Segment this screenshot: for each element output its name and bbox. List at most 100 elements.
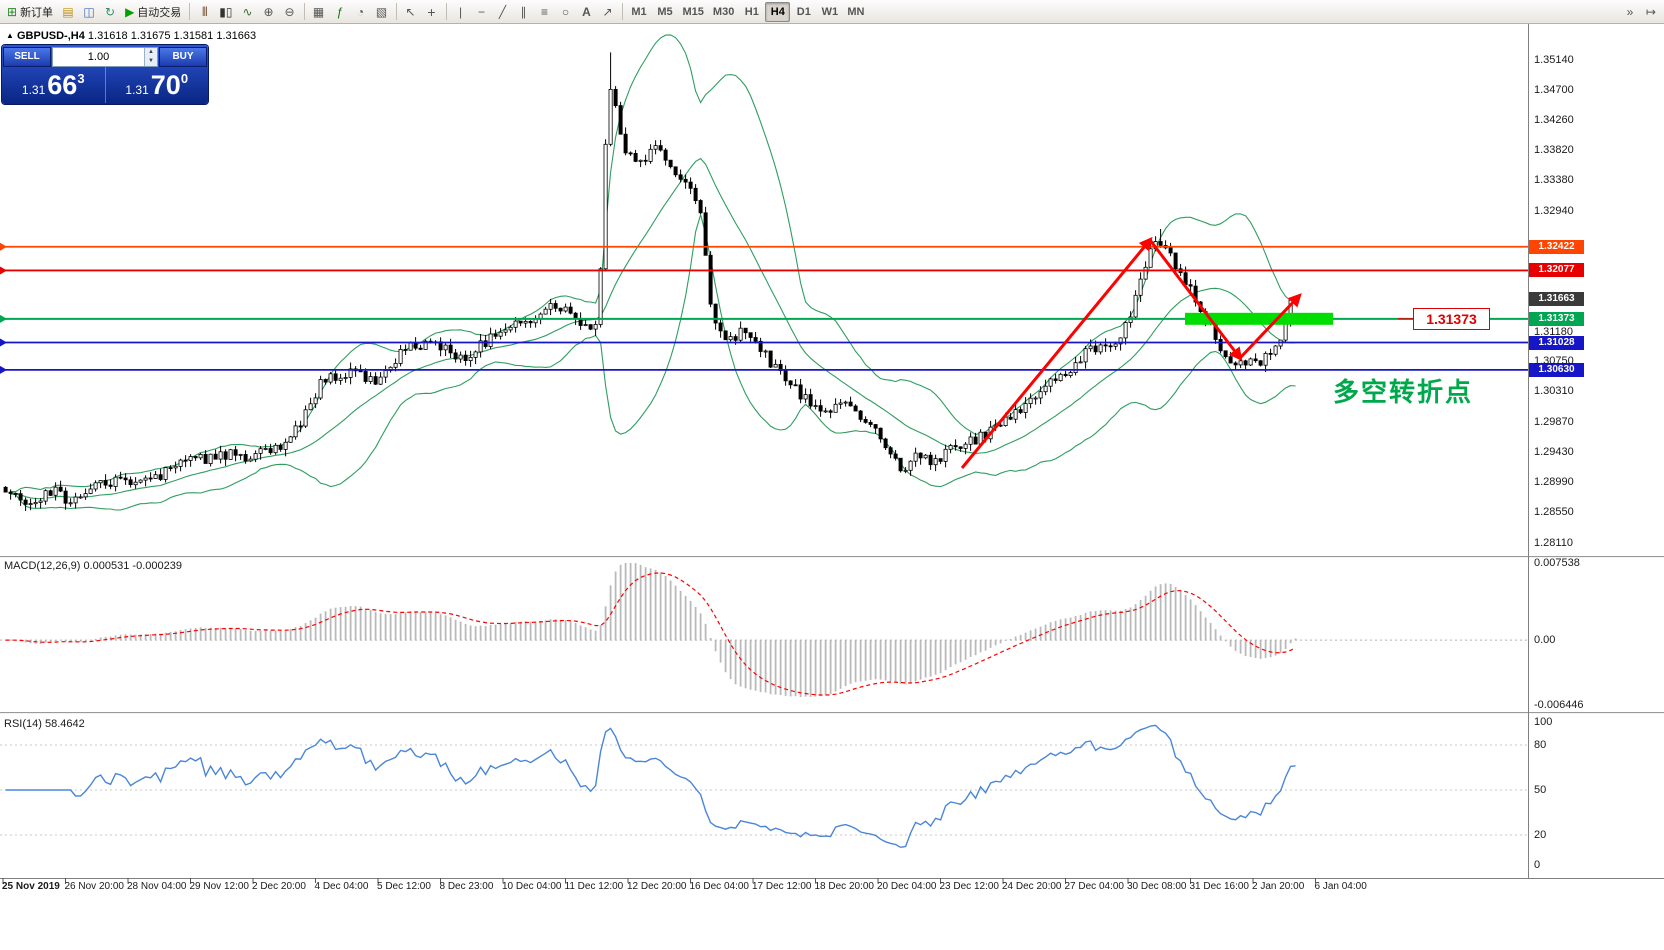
timeframe-MN[interactable]: MN (847, 5, 865, 18)
fibonacci-icon: ≡ (541, 4, 549, 19)
macd-title: MACD(12,26,9) 0.000531 -0.000239 (4, 560, 182, 572)
vertical-line-button[interactable]: | (451, 2, 471, 22)
new-order-button[interactable]: ⊞ 新订单 (3, 2, 57, 22)
lot-size-field[interactable]: 1.00 ▲ ▼ (52, 46, 158, 67)
timeframe-W1[interactable]: W1 (821, 5, 839, 18)
sell-button[interactable]: 1.31 66 3 (2, 67, 106, 103)
rsi-title: RSI(14) 58.4642 (4, 718, 85, 730)
timeframe-D1[interactable]: D1 (796, 5, 811, 18)
line-chart-icon: ∿ (242, 4, 253, 19)
timeframe-M15[interactable]: M15 (682, 5, 704, 18)
market-watch-icon: ▤ (62, 4, 74, 19)
sell-price-point: 3 (77, 71, 85, 86)
toolbar-separator (445, 3, 447, 20)
buy-price-prefix: 1.31 (125, 83, 149, 97)
cursor-button[interactable]: ↖ (401, 2, 421, 22)
candlestick-chart-button[interactable]: ▮▯ (215, 2, 236, 22)
main-chart-panel[interactable] (0, 34, 1528, 511)
channel-button[interactable]: ∥ (514, 2, 534, 22)
auto-trading-button[interactable]: ▶ 自动交易 (121, 2, 185, 22)
text-icon: A (582, 4, 591, 19)
data-window-button[interactable]: ◫ (79, 2, 99, 22)
buy-price-pips: 70 (150, 69, 181, 100)
text-button[interactable]: A (577, 2, 597, 22)
chart-shift-icon: ↦ (1645, 4, 1657, 19)
candlestick-series (3, 52, 1298, 511)
stepper-up-icon[interactable]: ▲ (145, 47, 157, 57)
shapes-button[interactable]: ○ (556, 2, 576, 22)
ohlc-values: 1.31618 1.31675 1.31581 1.31663 (87, 30, 257, 42)
buy-button[interactable]: 1.31 70 0 (106, 67, 209, 103)
buy-label: BUY (159, 46, 207, 67)
toolbar-separator (621, 3, 623, 20)
crosshair-icon: + (427, 3, 436, 20)
candlestick-chart-icon: ▮▯ (219, 4, 233, 19)
fibonacci-button[interactable]: ≡ (535, 2, 555, 22)
bollinger-upper-band (10, 34, 1296, 493)
market-watch-button[interactable]: ▤ (58, 2, 78, 22)
macd-signal-line (5, 572, 1296, 696)
toolbar-separator (303, 3, 305, 20)
trend-arrow[interactable] (1148, 239, 1243, 362)
line-left-marker-icon (0, 266, 7, 275)
timeframe-H4[interactable]: H4 (765, 1, 791, 22)
templates-button[interactable]: ▧ (372, 2, 392, 22)
line-left-marker-icon (0, 314, 7, 323)
sell-label: SELL (3, 46, 51, 67)
support-zone-rect[interactable] (1185, 312, 1333, 325)
horizontal-line-icon: − (478, 4, 486, 19)
trend-arrow[interactable] (960, 236, 1153, 469)
timeframe-M30[interactable]: M30 (712, 5, 735, 18)
cursor-icon: ↖ (405, 4, 416, 19)
bar-chart-button[interactable]: ||| (194, 2, 214, 22)
price-annotation-box[interactable]: 1.31373 (1413, 308, 1490, 330)
auto-trading-icon: ▶ (125, 4, 135, 19)
timeframe-M1[interactable]: M1 (631, 5, 647, 18)
bollinger-lower-band (10, 212, 1296, 511)
buy-price-point: 0 (180, 71, 189, 86)
zoom-in-button[interactable]: ⊕ (259, 2, 279, 22)
trendline-button[interactable]: ╱ (493, 2, 513, 22)
indicators-icon: ƒ (336, 4, 343, 19)
navigator-button[interactable]: ↻ (100, 2, 120, 22)
lot-size-stepper[interactable]: ▲ ▼ (144, 47, 157, 66)
data-window-icon: ◫ (83, 4, 95, 19)
turning-point-annotation[interactable]: 多空转折点 (1333, 377, 1474, 407)
periods-button[interactable]: ◔ (351, 2, 371, 22)
trendline-icon: ╱ (498, 4, 507, 19)
templates-icon: ▧ (375, 4, 388, 19)
channel-icon: ∥ (520, 4, 527, 19)
toolbar: ⊞ 新订单 ▤ ◫ ↻ ▶ 自动交易 ||| ▮▯ ∿ ⊕ ⊖ ▦ ƒ ◔ ▧ … (0, 0, 1664, 24)
symbol-marker-icon: ▲ (6, 31, 14, 40)
new-order-icon: ⊞ (7, 4, 18, 19)
zoom-out-button[interactable]: ⊖ (280, 2, 300, 22)
arrows-button[interactable]: ↗ (598, 2, 618, 22)
horizontal-line-button[interactable]: − (472, 2, 492, 22)
scroll-to-end-icon: » (1626, 4, 1634, 19)
chart-shift-button[interactable]: ↦ (1641, 2, 1661, 22)
scroll-to-end-button[interactable]: » (1620, 2, 1640, 22)
sell-price-prefix: 1.31 (21, 83, 46, 97)
line-left-marker-icon (0, 242, 7, 251)
shapes-icon: ○ (561, 4, 570, 19)
crosshair-button[interactable]: + (422, 2, 442, 22)
rsi-panel[interactable] (0, 724, 1528, 849)
bollinger-middle-band (10, 157, 1296, 500)
indicators-button[interactable]: ƒ (330, 2, 350, 22)
toolbar-separator (189, 3, 191, 20)
periods-icon: ◔ (356, 4, 365, 19)
trend-arrow[interactable] (1238, 293, 1302, 360)
rsi-line (5, 724, 1296, 849)
bar-chart-icon: ||| (201, 5, 208, 17)
vertical-line-icon: | (458, 4, 463, 19)
tile-windows-button[interactable]: ▦ (309, 2, 329, 22)
timeframe-H1[interactable]: H1 (744, 5, 759, 18)
timeframe-M5[interactable]: M5 (657, 5, 673, 18)
line-chart-button[interactable]: ∿ (238, 2, 258, 22)
stepper-down-icon[interactable]: ▼ (145, 56, 157, 66)
one-click-trading-panel: SELL 1.00 ▲ ▼ BUY 1.31 66 3 1.31 70 0 (2, 45, 208, 104)
macd-panel[interactable] (0, 563, 1528, 698)
chart-title: ▲ GBPUSD-,H4 1.31618 1.31675 1.31581 1.3… (6, 30, 256, 42)
